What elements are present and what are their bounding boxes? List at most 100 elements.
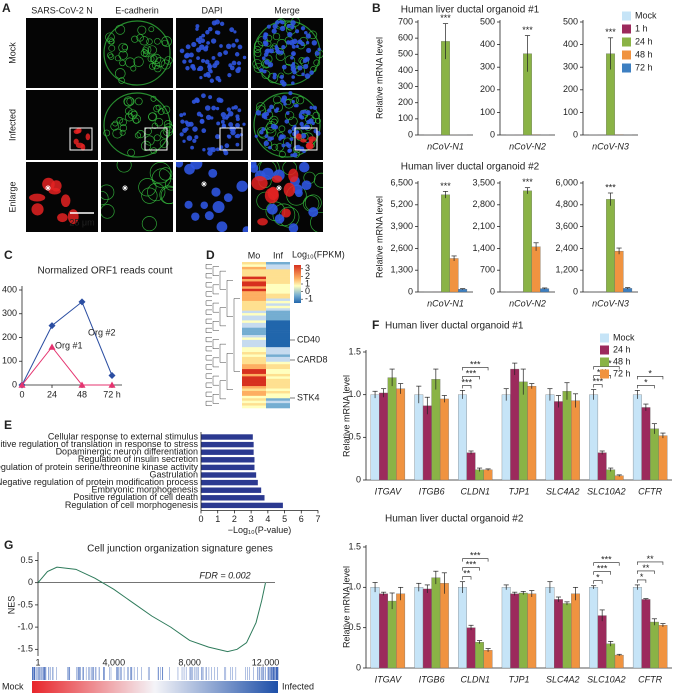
bar [201, 457, 255, 463]
membrane [314, 117, 321, 124]
heatmap-cell [266, 269, 290, 273]
nucleus [290, 24, 295, 30]
viral-signal [283, 182, 296, 197]
nucleus [196, 56, 200, 61]
y-tick-label: -1.5 [17, 644, 33, 654]
membrane [164, 56, 173, 65]
cell-asterisk [201, 181, 207, 187]
nucleus [272, 23, 278, 29]
significance-bracket [637, 385, 655, 389]
membrane [101, 204, 115, 219]
nucleus [266, 203, 278, 215]
legend-swatch [622, 37, 631, 47]
heatmap-cell [242, 356, 266, 360]
zoom-box [294, 127, 318, 151]
micrograph-bg [26, 90, 98, 160]
bar [510, 593, 520, 669]
heatmap-cell [242, 274, 266, 277]
bar [632, 394, 642, 481]
nucleus [261, 167, 274, 180]
nucleus [235, 67, 241, 74]
heatmap-cell [266, 308, 290, 311]
y-tick-label: 0 [356, 662, 361, 672]
membrane [118, 77, 125, 84]
nucleus [237, 44, 243, 50]
legend-swatch [600, 333, 609, 343]
membrane [133, 56, 144, 67]
bar [201, 449, 254, 455]
nucleus [188, 59, 193, 64]
bar [518, 381, 528, 481]
heatmap-cell [242, 378, 266, 382]
bar [483, 469, 493, 481]
membrane [285, 99, 292, 106]
x-tick-label: 4 [265, 514, 270, 524]
heatmap-cell [266, 313, 290, 316]
bar [501, 587, 511, 669]
nucleus [226, 107, 231, 112]
heatmap-cell [242, 262, 266, 265]
panel-label: G [4, 538, 13, 552]
chart-title: Human liver ductal organoid #2 [401, 162, 540, 173]
nucleus [192, 126, 198, 132]
chart-title: Normalized ORF1 reads count [37, 266, 172, 277]
nucleus [199, 114, 204, 118]
membrane [160, 128, 170, 139]
nucleus [273, 124, 279, 130]
column-header: SARS-CoV-2 N [31, 5, 93, 15]
nucleus [304, 30, 308, 35]
nucleus [180, 119, 185, 124]
nucleus [305, 124, 310, 130]
membrane [150, 147, 158, 155]
legend-swatch [600, 345, 609, 355]
nucleus [283, 102, 287, 106]
y-tick-label: 1,200 [555, 265, 578, 275]
nucleus [207, 26, 213, 32]
x-tick-label: 72 h [103, 389, 121, 399]
nucleus [184, 53, 189, 59]
nucleus [263, 115, 268, 120]
nucleus [301, 180, 312, 191]
nucleus [228, 122, 234, 128]
heatmap-cell [242, 371, 266, 375]
nucleus [215, 134, 221, 140]
heatmap-cell [266, 378, 290, 382]
bar [597, 615, 607, 669]
legend-label: 48 h [635, 49, 653, 59]
x-tick-label: 48 [77, 389, 87, 399]
heatmap-cell [266, 395, 290, 399]
nucleus [300, 26, 306, 31]
nucleus [229, 27, 235, 33]
nucleus [223, 193, 233, 203]
heatmap-cell [242, 342, 266, 346]
bar [458, 394, 467, 481]
membrane [140, 49, 149, 57]
heatmap-cell [242, 339, 266, 343]
significance: ** [647, 554, 655, 564]
heatmap-cell [266, 386, 290, 389]
category-label: Regulation of insulin secretion [78, 454, 198, 464]
nucleus [279, 25, 286, 32]
heatmap-cell [266, 293, 290, 297]
viral-signal [57, 213, 68, 223]
legend-label: 72 h [613, 368, 631, 378]
y-tick-label: 0 [490, 129, 495, 139]
x-tick-label: SLC4A2 [546, 486, 580, 496]
nucleus [190, 145, 195, 150]
y-tick-label: -1.0 [17, 621, 33, 631]
y-axis-label: Relative mRNA level [374, 37, 384, 119]
y-tick-label: 6,500 [390, 177, 413, 187]
series-line [21, 301, 113, 386]
x-tick-label: SLC4A2 [546, 674, 580, 684]
nucleus [198, 40, 202, 45]
nucleus [288, 91, 293, 96]
y-tick-label: -0.5 [17, 599, 33, 609]
heatmap-cell [242, 269, 266, 273]
nucleus [185, 121, 191, 127]
bar [606, 199, 615, 293]
nucleus [303, 63, 309, 70]
membrane [116, 162, 132, 173]
rank-gradient [32, 681, 278, 693]
tissue [253, 92, 321, 158]
